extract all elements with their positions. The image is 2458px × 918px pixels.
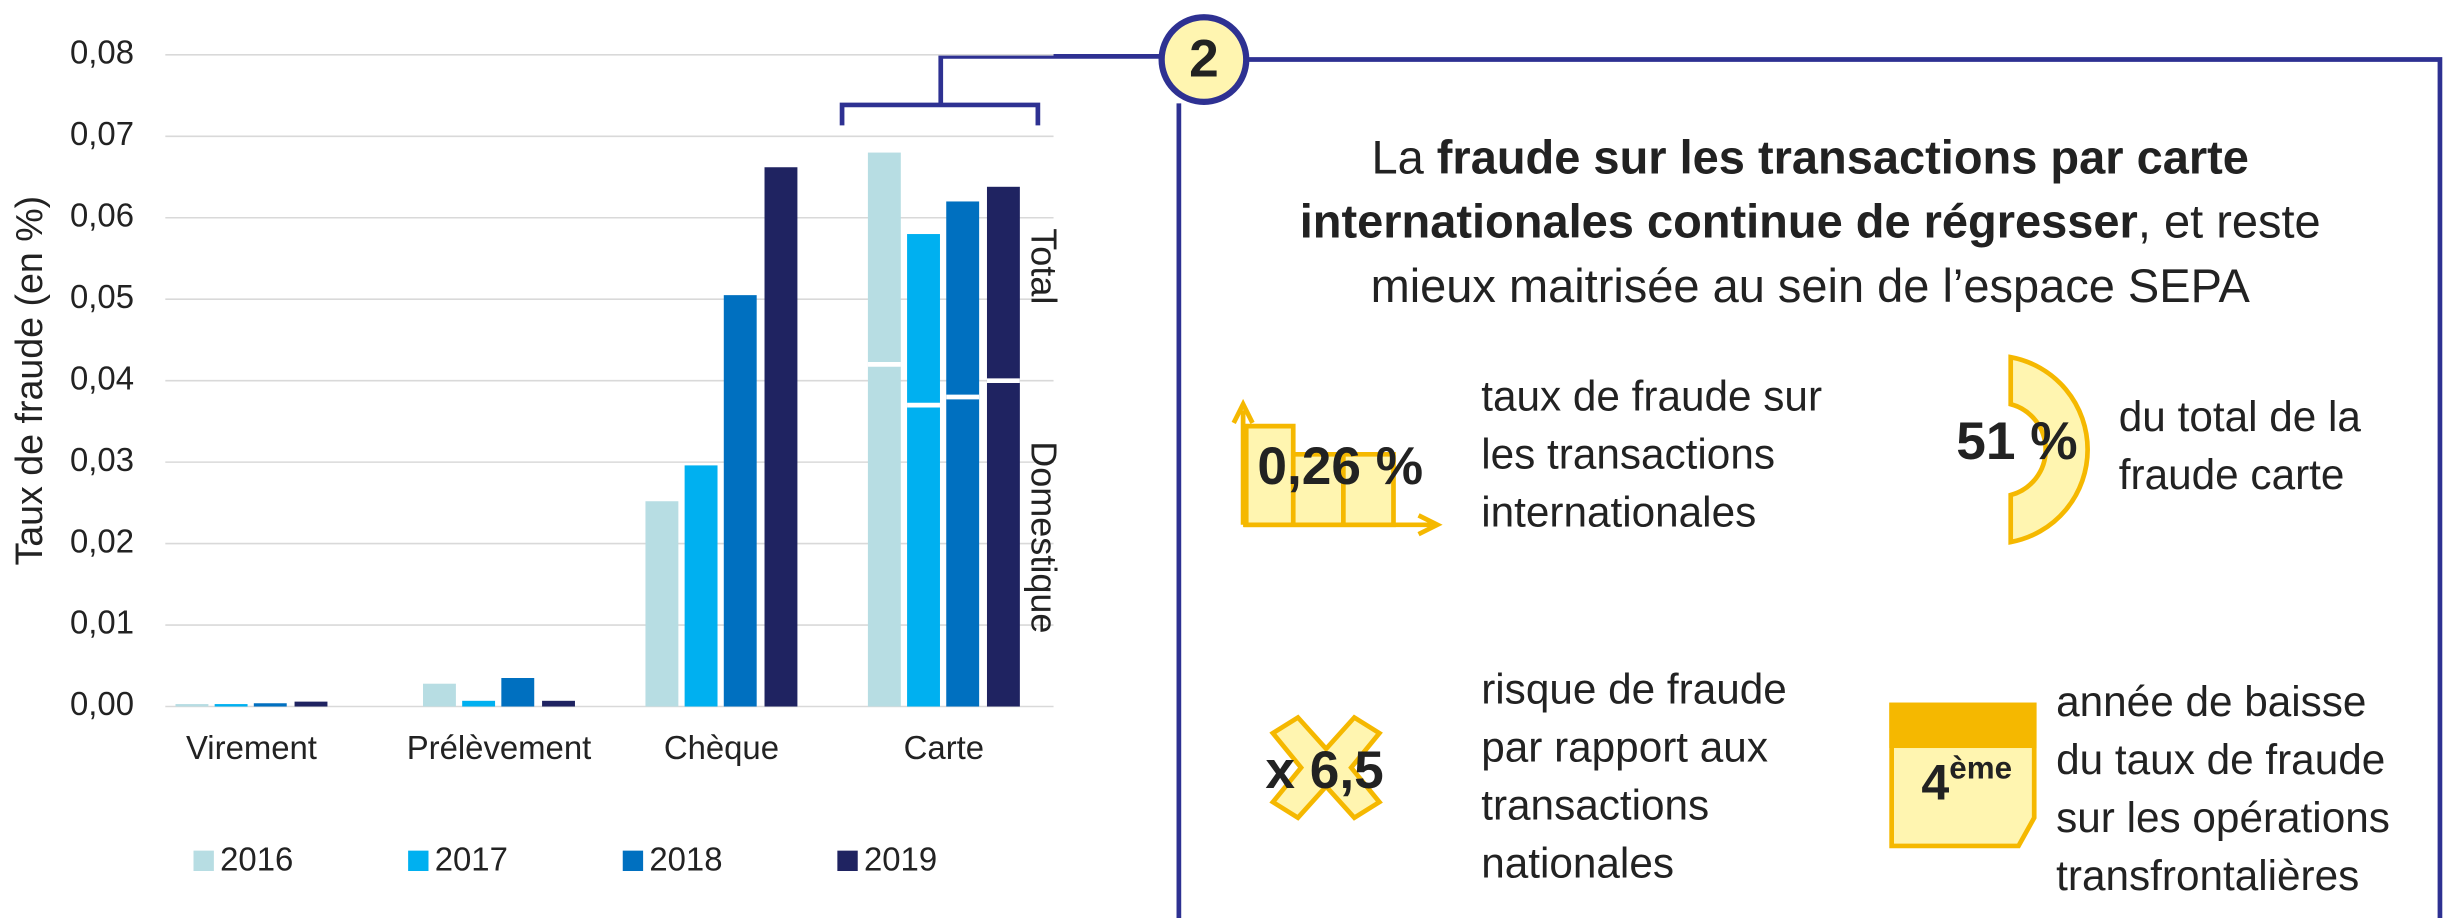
annotation: Total	[1023, 228, 1064, 304]
stat-description: taux de fraude sur	[1481, 373, 1822, 420]
x-tick-label: Virement	[186, 729, 317, 766]
y-tick-label: 0,04	[70, 359, 134, 396]
stat-description: sur les opérations	[2056, 794, 2390, 841]
legend-swatch	[837, 850, 858, 872]
y-tick-label: 0,02	[70, 522, 134, 559]
bracket	[839, 54, 1164, 126]
chart-icon-bars	[1243, 423, 1396, 528]
y-tick-label: 0,01	[70, 604, 134, 641]
x-tick-label: Carte	[904, 729, 984, 766]
stat-description: internationales	[1481, 489, 1756, 536]
y-tick-label: 0,08	[70, 34, 134, 71]
bar	[542, 700, 575, 707]
legend-swatch	[193, 850, 214, 872]
y-tick-label: 0,00	[70, 685, 134, 722]
cross-icon	[1269, 714, 1383, 821]
bar	[645, 501, 679, 707]
half-donut	[2008, 354, 2090, 545]
bar	[764, 167, 798, 707]
legend-label: 2018	[649, 840, 722, 877]
stat-value: 4ème	[1921, 751, 2012, 811]
stat-value: x 6,5	[1265, 741, 1383, 800]
stat-value-text: x 6,5	[1265, 741, 1383, 800]
stat-description: les transactions	[1481, 431, 1775, 478]
y-tick-label: 0,03	[70, 441, 134, 478]
y-tick-label: 0,05	[70, 278, 134, 315]
stat-description: du total de la	[2119, 393, 2362, 440]
headline-segment: fraude sur les transactions par carte	[1437, 131, 2249, 184]
badge-number: 2	[1189, 30, 1219, 89]
bar	[423, 683, 456, 707]
annotation: Domestique	[1023, 441, 1064, 633]
x-tick-label: Prélèvement	[407, 729, 592, 766]
chart-icon	[1231, 398, 1443, 537]
headline-segment: mieux maitrisée au sein de l’espace SEPA	[1371, 259, 2251, 312]
headline-segment: La	[1371, 131, 1436, 184]
panel-border	[1176, 57, 2443, 918]
headline-segment: internationales continue de régresser	[1300, 195, 2138, 248]
stat-value-text: 0,26 %	[1257, 437, 1423, 496]
stat-description: par rapport aux	[1481, 724, 1768, 771]
stat-description: risque de fraude	[1481, 666, 1787, 713]
bar	[253, 703, 287, 707]
bar	[907, 234, 940, 707]
y-tick-label: 0,06	[70, 196, 134, 233]
badge	[1158, 14, 1250, 105]
stat-description: du taux de fraude	[2056, 736, 2385, 783]
stat-description: transfrontalières	[2056, 852, 2359, 899]
bar	[294, 701, 328, 707]
stat-value-sup: ème	[1949, 751, 2012, 786]
stat-value: 0,26 %	[1257, 437, 1423, 496]
stat-description: nationales	[1481, 839, 1674, 886]
x-tick-label: Chèque	[664, 729, 779, 766]
legend-label: 2016	[220, 840, 293, 877]
bar	[684, 465, 718, 707]
stat-description: fraude carte	[2119, 451, 2345, 498]
bar	[867, 152, 901, 707]
legend-label: 2019	[864, 840, 937, 877]
bar	[175, 704, 209, 707]
headline-line: La fraude sur les transactions par carte	[1371, 131, 2248, 184]
stat-value-text: 4	[1921, 755, 1949, 811]
headline-line: mieux maitrisée au sein de l’espace SEPA	[1371, 259, 2251, 312]
stat-value: 51 %	[1956, 412, 2077, 471]
y-tick-label: 0,07	[70, 115, 134, 152]
panel-frame	[839, 54, 2443, 918]
legend-swatch	[622, 850, 644, 872]
bar	[462, 700, 496, 707]
bar	[986, 186, 1020, 707]
headline-line: internationales continue de régresser, e…	[1300, 195, 2321, 248]
stat-value-text: 51 %	[1956, 412, 2077, 471]
bar	[501, 678, 535, 707]
bar	[214, 704, 248, 707]
bar	[946, 201, 980, 707]
stat-description: transactions	[1481, 782, 1709, 829]
calendar-top	[1889, 702, 2037, 749]
stat-description: année de baisse	[2056, 678, 2366, 725]
headline-segment: , et reste	[2138, 195, 2321, 248]
bar	[723, 295, 757, 707]
legend-swatch	[408, 850, 429, 872]
icons	[1231, 354, 2090, 849]
legend-label: 2017	[435, 840, 508, 877]
y-axis-label: Taux de fraude (en %)	[8, 196, 50, 566]
